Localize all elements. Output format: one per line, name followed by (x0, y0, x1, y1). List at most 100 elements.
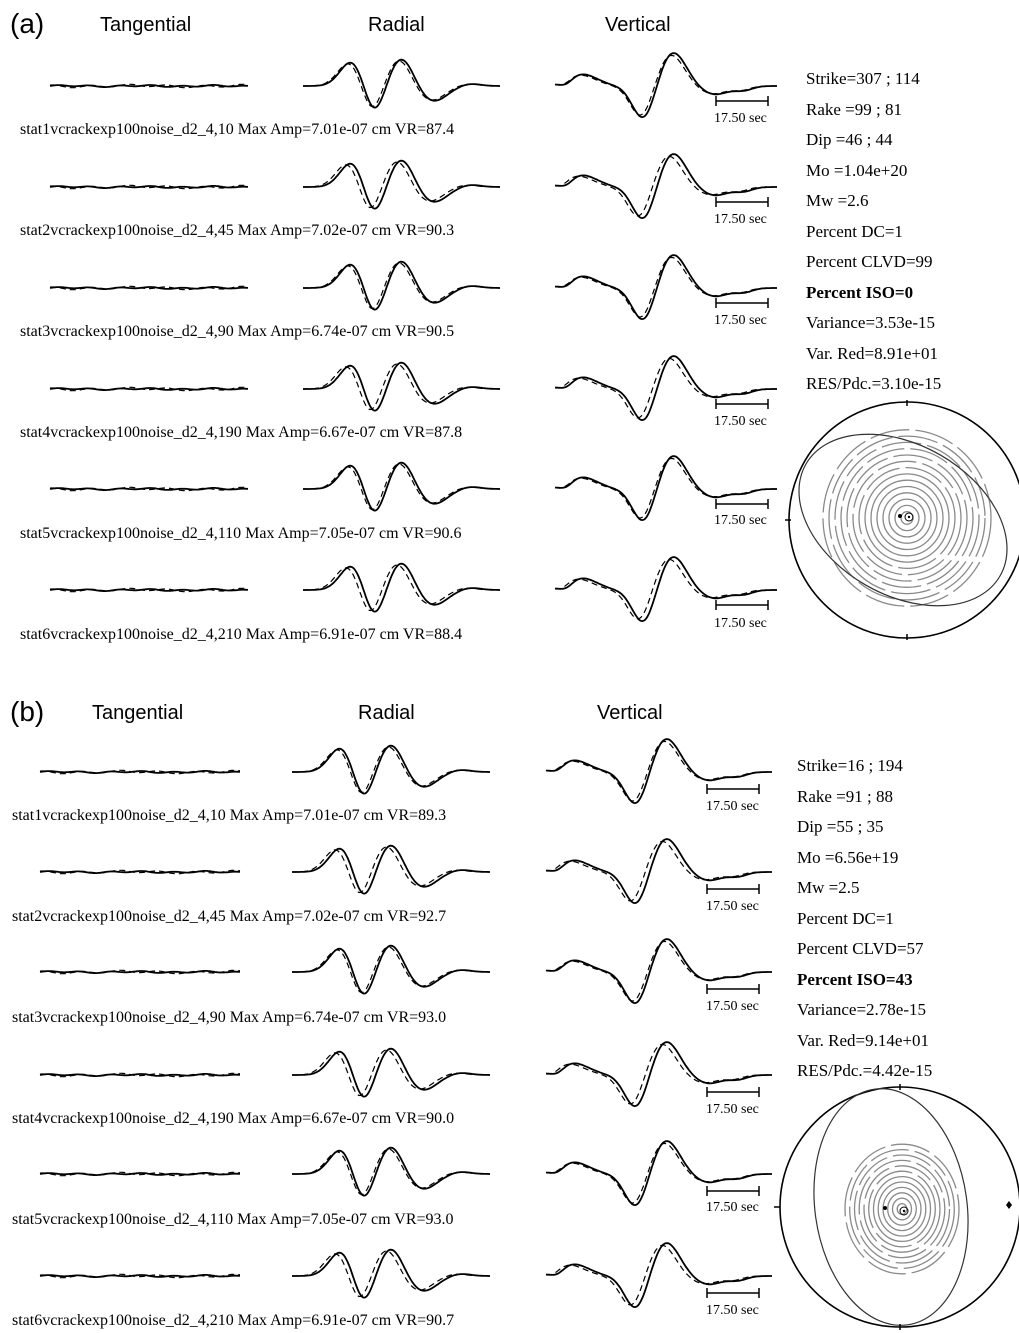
time-scale-label: 17.50 sec (714, 111, 767, 126)
contour-ring (822, 429, 992, 607)
contour-ring (876, 485, 938, 551)
tangential-synthetic-trace (39, 1171, 241, 1177)
vertical-synthetic-trace (545, 1142, 772, 1204)
vertical-synthetic-trace (545, 1244, 772, 1306)
param-percent-dc: Percent DC=1 (797, 908, 894, 928)
param-var-red: Var. Red=9.14e+01 (797, 1030, 930, 1050)
contour-ring (872, 1175, 932, 1243)
row-caption: stat5vcrackexp100noise_d2_4,110 Max Amp=… (20, 525, 462, 542)
param-mo: Mo =1.04e+20 (806, 160, 908, 180)
contour-ring (834, 441, 980, 595)
p-axis-dot (898, 514, 902, 518)
station-row-traces (39, 1242, 772, 1309)
vertical-synthetic-trace (554, 256, 777, 318)
t-axis-dot (907, 515, 911, 519)
contour-ring (896, 1202, 908, 1216)
station-row-traces (49, 556, 777, 623)
tangential-observed-trace (39, 970, 241, 974)
param-rake: Rake =99 ; 81 (806, 99, 902, 119)
t-axis-dot (902, 1209, 906, 1213)
row-caption: stat1vcrackexp100noise_d2_4,10 Max Amp=7… (20, 121, 455, 138)
row-caption: stat4vcrackexp100noise_d2_4,190 Max Amp=… (20, 424, 463, 441)
radial-synthetic-trace (303, 564, 500, 612)
radial-synthetic-trace (292, 1049, 490, 1097)
contour-ring (887, 1192, 917, 1226)
panel-label: (a) (10, 8, 45, 39)
radial-synthetic-trace (292, 846, 490, 894)
waveform-traces (39, 738, 772, 1309)
focal-mechanism-beachball (774, 1084, 1019, 1330)
nodal-plane (813, 1088, 969, 1326)
tangential-observed-trace (49, 84, 249, 88)
header-tangential: Tangential (100, 14, 192, 36)
tangential-synthetic-trace (49, 184, 249, 190)
tangential-synthetic-trace (39, 869, 241, 875)
param-percent-dc: Percent DC=1 (806, 221, 903, 241)
param-percent-iso: Percent ISO=43 (797, 969, 913, 989)
contour-ring (853, 1154, 951, 1264)
time-scale-label: 17.50 sec (714, 513, 767, 528)
vertical-observed-trace (554, 355, 777, 422)
tangential-observed-trace (39, 1172, 241, 1176)
tangential-observed-trace (39, 1073, 241, 1077)
vertical-synthetic-trace (545, 740, 772, 802)
vertical-synthetic-trace (545, 1043, 772, 1105)
vertical-observed-trace (545, 738, 772, 805)
param-rake: Rake =91 ; 88 (797, 786, 893, 806)
contour-ring (849, 1148, 955, 1270)
vertical-observed-trace (554, 52, 777, 119)
time-scale-label: 17.50 sec (714, 616, 767, 631)
t-axis-marker (904, 512, 914, 522)
tangential-observed-trace (49, 487, 249, 491)
beachball-contours (844, 1143, 960, 1275)
tangential-synthetic-trace (49, 285, 249, 291)
radial-synthetic-trace (303, 60, 500, 108)
param-variance: Variance=3.53e-15 (806, 313, 936, 332)
vertical-observed-trace (554, 556, 777, 623)
tangential-synthetic-trace (39, 1273, 241, 1279)
param-res-pdc: RES/Pdc.=4.42e-15 (797, 1061, 933, 1080)
tangential-synthetic-trace (39, 969, 241, 975)
param-mw: Mw =2.5 (797, 878, 860, 897)
panel-label: (b) (10, 696, 45, 727)
tangential-synthetic-trace (49, 486, 249, 492)
tangential-synthetic-trace (49, 386, 249, 392)
vertical-synthetic-trace (554, 457, 777, 519)
radial-synthetic-trace (292, 1148, 490, 1196)
waveform-traces (49, 52, 777, 623)
time-scale-label: 17.50 sec (706, 1200, 759, 1215)
tangential-observed-trace (49, 185, 249, 189)
row-caption: stat2vcrackexp100noise_d2_4,45 Max Amp=7… (12, 908, 447, 925)
vertical-synthetic-trace (545, 840, 772, 902)
param-variance: Variance=2.78e-15 (797, 1000, 927, 1019)
header-radial: Radial (368, 14, 425, 36)
param-strike: Strike=307 ; 114 (806, 69, 920, 88)
station-row-traces (39, 838, 772, 905)
tangential-observed-trace (49, 286, 249, 290)
radial-synthetic-trace (292, 746, 490, 794)
contour-ring (844, 1143, 960, 1275)
radial-synthetic-trace (292, 1250, 490, 1298)
focal-mechanism-beachball (785, 400, 1019, 640)
station-row-traces (39, 738, 772, 805)
station-row-traces (39, 1041, 772, 1108)
vertical-observed-trace (545, 938, 772, 1005)
solution-parameters: Strike=16 ; 194 Rake =91 ; 88 Dip =55 ; … (797, 751, 932, 1087)
vertical-observed-trace (545, 838, 772, 905)
vertical-synthetic-trace (554, 155, 777, 217)
radial-synthetic-trace (303, 262, 500, 310)
row-caption: stat6vcrackexp100noise_d2_4,210 Max Amp=… (12, 1312, 455, 1329)
vertical-observed-trace (545, 1140, 772, 1207)
contour-ring (877, 1181, 927, 1237)
vertical-observed-trace (545, 1242, 772, 1309)
vertical-observed-trace (554, 455, 777, 522)
contour-ring (894, 504, 920, 532)
contour-ring (858, 466, 956, 570)
tangential-synthetic-trace (39, 1072, 241, 1078)
row-caption: stat1vcrackexp100noise_d2_4,10 Max Amp=7… (12, 807, 447, 824)
beachball-contours (822, 429, 992, 607)
param-percent-iso: Percent ISO=0 (806, 282, 914, 302)
station-row-traces (49, 455, 777, 522)
param-var-red: Var. Red=8.91e+01 (806, 343, 939, 363)
contour-ring (868, 1170, 936, 1248)
